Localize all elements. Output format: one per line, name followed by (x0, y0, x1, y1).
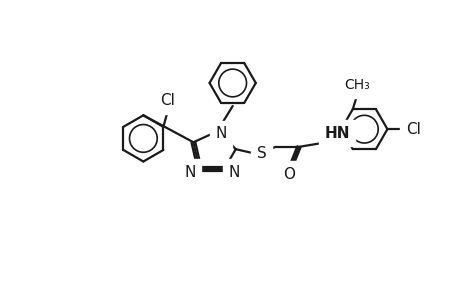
Text: S: S (256, 146, 266, 161)
Text: HN: HN (324, 126, 349, 141)
Text: N: N (228, 165, 239, 180)
Text: CH₃: CH₃ (343, 78, 369, 92)
Text: N: N (215, 126, 226, 141)
Text: Cl: Cl (159, 93, 174, 108)
Text: N: N (184, 165, 195, 180)
Text: O: O (282, 167, 294, 182)
Text: Cl: Cl (405, 122, 420, 137)
